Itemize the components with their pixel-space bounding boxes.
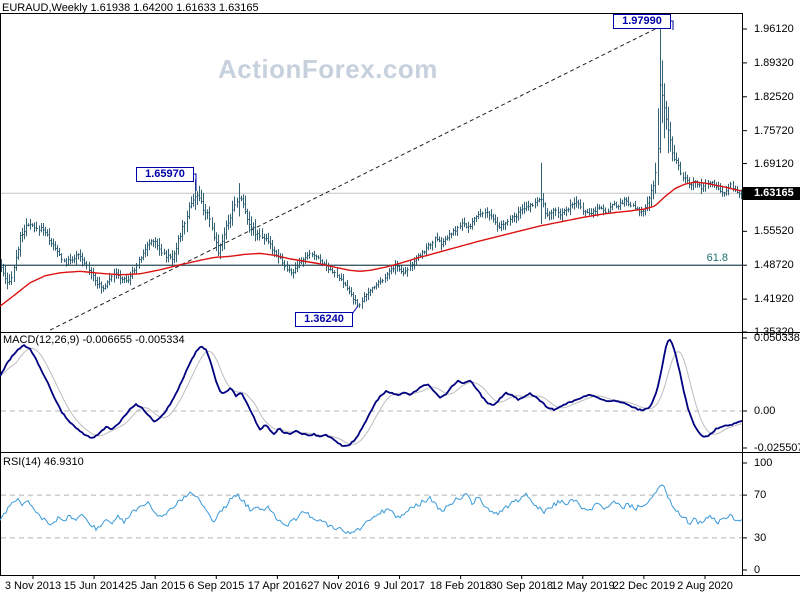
price-tick-label: 1.89320 xyxy=(754,56,794,69)
macd-tick-label: 0.050338 xyxy=(754,332,800,344)
date-tick-label: 9 Jul 2017 xyxy=(374,580,425,592)
rsi-indicator-label: RSI(14) 46.9310 xyxy=(3,456,84,468)
price-tick-label: 1.48720 xyxy=(754,259,794,272)
support-price-label[interactable]: 1.36240 xyxy=(295,312,353,327)
date-tick-label: 2 Aug 2020 xyxy=(677,580,733,592)
watermark: ActionForex.com xyxy=(218,54,438,84)
rsi-tick-label: 0 xyxy=(754,564,761,576)
ohlc-values-label: 1.61938 1.64200 1.61633 1.63165 xyxy=(90,2,259,14)
price-tick-label: 1.41920 xyxy=(754,293,794,306)
price-tick-label: 1.55520 xyxy=(754,225,794,238)
current-price-badge: 1.63165 xyxy=(743,187,800,200)
chart-header: EURAUD,Weekly 1.61938 1.64200 1.61633 1.… xyxy=(2,2,259,14)
fibonacci-level-label: 61.8 xyxy=(706,252,728,264)
price-tick-label: 1.75720 xyxy=(754,124,794,137)
date-tick-label: 18 Feb 2018 xyxy=(429,580,492,592)
rsi-tick-label: 100 xyxy=(754,457,773,469)
symbol-timeframe-label: EURAUD,Weekly xyxy=(2,2,88,14)
price-tick-label: 1.82520 xyxy=(754,90,794,103)
date-tick-label: 6 Sep 2015 xyxy=(188,580,245,592)
macd-tick-label: -0.025507 xyxy=(754,441,800,454)
price-tick-label: 1.35320 xyxy=(754,325,794,338)
resistance-price-label[interactable]: 1.65970 xyxy=(136,167,194,182)
date-tick-label: 3 Nov 2013 xyxy=(4,580,62,592)
date-tick-label: 30 Sep 2018 xyxy=(490,580,553,592)
date-tick-label: 12 May 2019 xyxy=(551,580,615,592)
date-tick-label: 15 Jun 2014 xyxy=(63,580,125,592)
price-tick-label: 1.96120 xyxy=(754,23,794,35)
macd-tick-label: 0.00 xyxy=(754,405,776,417)
macd-indicator-label: MACD(12,26,9) -0.006655 -0.005334 xyxy=(3,334,185,346)
peak-price-label[interactable]: 1.97990 xyxy=(613,14,671,29)
date-tick-label: 17 Apr 2016 xyxy=(247,580,308,592)
rsi-tick-label: 30 xyxy=(754,531,767,544)
date-tick-label: 27 Nov 2016 xyxy=(307,580,370,592)
date-tick-label: 25 Jan 2015 xyxy=(124,580,186,592)
date-tick-label: 22 Dec 2019 xyxy=(612,580,676,592)
rsi-tick-label: 70 xyxy=(754,489,767,502)
price-tick-label: 1.69120 xyxy=(754,157,794,170)
